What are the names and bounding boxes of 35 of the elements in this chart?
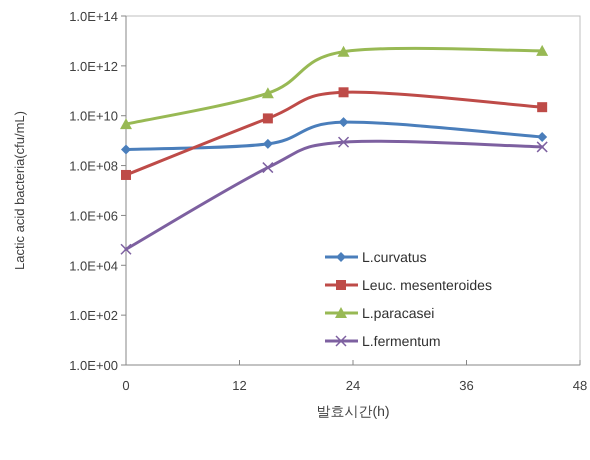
- point: [120, 243, 132, 255]
- y-tick-label: 1.0E+02: [69, 308, 118, 324]
- point: [338, 136, 350, 148]
- point: [262, 87, 274, 98]
- point: [338, 46, 350, 57]
- y-tick-label: 1.0E+00: [69, 358, 118, 373]
- x-tick-label: 36: [459, 378, 474, 393]
- x-tick-label: 24: [346, 378, 360, 393]
- y-tick-label: 1.0E+10: [69, 108, 118, 124]
- y-tick-label: 1.0E+14: [69, 9, 118, 24]
- point: [338, 87, 349, 98]
- x-tick-label: 0: [122, 378, 130, 393]
- y-axis-title: Lactic acid bacteria(cfu/mL): [12, 111, 27, 270]
- point: [262, 113, 273, 124]
- point: [536, 141, 548, 153]
- y-tick-label: 1.0E+06: [69, 208, 118, 224]
- point: [338, 117, 349, 128]
- point: [537, 132, 548, 142]
- point: [121, 170, 131, 180]
- point: [262, 162, 274, 174]
- x-tick-label: 12: [232, 378, 247, 393]
- point: [536, 44, 548, 56]
- point: [120, 118, 132, 130]
- x-tick-label: 48: [572, 378, 588, 393]
- y-tick-label: 1.0E+08: [69, 158, 118, 174]
- x-axis-title: 발효시간(h): [316, 403, 390, 419]
- legend-label: L.curvatus: [362, 249, 427, 265]
- legend-label: Leuc. mesenteroides: [362, 277, 492, 293]
- y-tick-label: 1.0E+12: [69, 58, 118, 74]
- legend-label: L.paracasei: [362, 305, 434, 321]
- legend-label: L.fermentum: [362, 333, 441, 349]
- point: [537, 102, 548, 112]
- y-tick-label: 1.0E+04: [69, 258, 118, 274]
- point: [262, 138, 273, 149]
- point: [121, 144, 131, 155]
